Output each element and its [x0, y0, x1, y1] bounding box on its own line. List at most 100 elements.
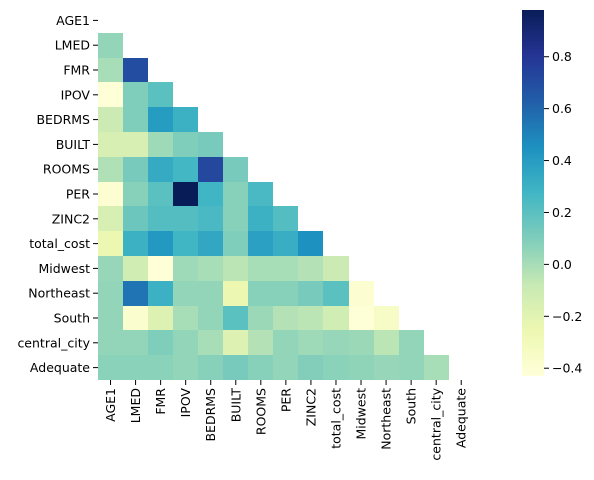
heatmap-cell-ROOMS-FMR	[148, 157, 173, 182]
heatmap-cell-BUILT-AGE1	[98, 132, 123, 157]
heatmap-cell-ROOMS-IPOV	[173, 157, 198, 182]
heatmap-cell-total_cost-PER	[273, 231, 298, 256]
heatmap-cell-total_cost-ZINC2	[298, 231, 323, 256]
heatmap-cell-Midwest-ROOMS	[248, 256, 273, 281]
heatmap-cell-Northeast-IPOV	[173, 281, 198, 306]
heatmap-cell-Adequate-FMR	[148, 355, 173, 380]
heatmap-cell-central_city-BUILT	[223, 330, 248, 355]
colorbar-gradient	[522, 10, 544, 376]
heatmap-cell-ROOMS-BEDRMS	[198, 157, 223, 182]
heatmap-cell-BEDRMS-IPOV	[173, 107, 198, 132]
heatmap-cell-Adequate-total_cost	[323, 355, 349, 380]
y-tick-label: LMED	[55, 38, 90, 53]
heatmap-cell-Midwest-IPOV	[173, 256, 198, 281]
y-tick-label: BEDRMS	[36, 112, 90, 127]
heatmap-cell-PER-LMED	[123, 182, 148, 206]
heatmap-cell-Midwest-ZINC2	[298, 256, 323, 281]
colorbar: −0.4 −0.2 0.0 0.2 0.4 0.6 0.8	[522, 10, 582, 376]
x-tick-label: South	[404, 388, 419, 424]
heatmap-cell-central_city-LMED	[123, 330, 148, 355]
heatmap-cell-IPOV-AGE1	[98, 82, 123, 107]
heatmap-cell-Midwest-AGE1	[98, 256, 123, 281]
heatmap-cell-total_cost-BUILT	[223, 231, 248, 256]
y-tick-label: PER	[66, 187, 90, 202]
heatmap-cell-ZINC2-AGE1	[98, 206, 123, 231]
x-tick-label: total_cost	[328, 388, 343, 449]
heatmap-cell-Adequate-Midwest	[349, 355, 374, 380]
x-tick-label: Adequate	[454, 388, 469, 448]
heatmap-cell-central_city-BEDRMS	[198, 330, 223, 355]
heatmap-cell-ZINC2-ROOMS	[248, 206, 273, 231]
x-tick-label: PER	[278, 388, 293, 412]
heatmap-cell-BUILT-BEDRMS	[198, 132, 223, 157]
heatmap-cell-Adequate-Northeast	[374, 355, 399, 380]
heatmap-cell-IPOV-FMR	[148, 82, 173, 107]
colorbar-tick-label: 0.0	[552, 257, 572, 272]
y-tick-label: ROOMS	[43, 162, 90, 177]
colorbar-tick-label: 0.6	[552, 101, 572, 116]
heatmap-cell-Northeast-AGE1	[98, 281, 123, 306]
heatmap-cell-Adequate-IPOV	[173, 355, 198, 380]
heatmap-cell-Adequate-central_city	[424, 355, 449, 380]
heatmap-cell-South-total_cost	[323, 306, 349, 330]
heatmap-cell-central_city-AGE1	[98, 330, 123, 355]
heatmap-cell-Northeast-ZINC2	[298, 281, 323, 306]
heatmap-cell-ROOMS-LMED	[123, 157, 148, 182]
x-axis: AGE1 LMED FMR IPOV BEDRMS BUILT ROOMS PER ZINC2 t…	[103, 380, 469, 461]
x-tick-label: Midwest	[354, 388, 369, 440]
heatmap-cell-central_city-ZINC2	[298, 330, 323, 355]
x-tick-label: ROOMS	[253, 388, 268, 435]
heatmap-cell-South-ROOMS	[248, 306, 273, 330]
y-tick-label: total_cost	[29, 236, 90, 251]
heatmap-cell-Midwest-LMED	[123, 256, 148, 281]
x-tick-label: Northeast	[379, 388, 394, 450]
x-tick-label: FMR	[153, 388, 168, 415]
heatmap-cell-Adequate-South	[399, 355, 424, 380]
heatmap-cell-ROOMS-BUILT	[223, 157, 248, 182]
y-tick-label: IPOV	[61, 87, 91, 102]
heatmap-cell-BEDRMS-AGE1	[98, 107, 123, 132]
heatmap-cell-total_cost-FMR	[148, 231, 173, 256]
heatmap-cell-ZINC2-BEDRMS	[198, 206, 223, 231]
y-tick-label: central_city	[17, 335, 90, 350]
heatmap-cell-Northeast-PER	[273, 281, 298, 306]
heatmap-cell-Midwest-PER	[273, 256, 298, 281]
heatmap-cell-South-ZINC2	[298, 306, 323, 330]
colorbar-tick-label: 0.4	[552, 153, 572, 168]
heatmap-cell-total_cost-LMED	[123, 231, 148, 256]
heatmap-cell-South-Midwest	[349, 306, 374, 330]
heatmap-cell-Adequate-ZINC2	[298, 355, 323, 380]
y-tick-label: South	[54, 311, 90, 326]
heatmap-cell-Adequate-PER	[273, 355, 298, 380]
heatmap-cell-PER-ROOMS	[248, 182, 273, 206]
heatmap-cell-ZINC2-BUILT	[223, 206, 248, 231]
heatmap-cell-central_city-FMR	[148, 330, 173, 355]
heatmap-cell-Northeast-ROOMS	[248, 281, 273, 306]
heatmap-cell-Midwest-BEDRMS	[198, 256, 223, 281]
heatmap-cell-Northeast-BEDRMS	[198, 281, 223, 306]
x-tick-label: AGE1	[103, 388, 118, 422]
heatmap-cell-ROOMS-AGE1	[98, 157, 123, 182]
heatmap-cell-central_city-total_cost	[323, 330, 349, 355]
heatmap-cell-central_city-PER	[273, 330, 298, 355]
heatmap-cell-BEDRMS-LMED	[123, 107, 148, 132]
heatmap-cell-Adequate-BEDRMS	[198, 355, 223, 380]
heatmap-cell-PER-FMR	[148, 182, 173, 206]
y-tick-label: FMR	[63, 63, 90, 78]
colorbar-ticks: −0.4 −0.2 0.0 0.2 0.4 0.6 0.8	[544, 49, 582, 376]
x-tick-label: LMED	[128, 388, 143, 423]
heatmap-cell-South-FMR	[148, 306, 173, 330]
heatmap-cell-central_city-South	[399, 330, 424, 355]
heatmap-cell-ZINC2-FMR	[148, 206, 173, 231]
y-tick-label: AGE1	[56, 13, 90, 28]
heatmap-cell-BUILT-IPOV	[173, 132, 198, 157]
heatmap-cell-ZINC2-IPOV	[173, 206, 198, 231]
heatmap-cell-PER-AGE1	[98, 182, 123, 206]
heatmap-cell-PER-BUILT	[223, 182, 248, 206]
x-tick-label: BEDRMS	[203, 388, 218, 442]
y-tick-label: Midwest	[38, 261, 90, 276]
heatmap-cell-BUILT-FMR	[148, 132, 173, 157]
heatmap-cell-Adequate-AGE1	[98, 355, 123, 380]
x-tick-label: BUILT	[228, 388, 243, 423]
